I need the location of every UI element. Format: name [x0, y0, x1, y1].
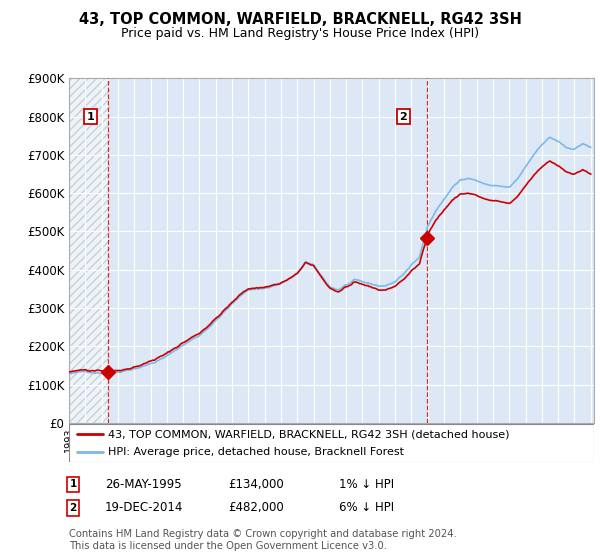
Text: £482,000: £482,000 — [228, 501, 284, 515]
FancyBboxPatch shape — [69, 424, 594, 462]
Text: Price paid vs. HM Land Registry's House Price Index (HPI): Price paid vs. HM Land Registry's House … — [121, 27, 479, 40]
Text: 19-DEC-2014: 19-DEC-2014 — [105, 501, 184, 515]
Text: £134,000: £134,000 — [228, 478, 284, 491]
Text: 43, TOP COMMON, WARFIELD, BRACKNELL, RG42 3SH: 43, TOP COMMON, WARFIELD, BRACKNELL, RG4… — [79, 12, 521, 27]
Text: 1: 1 — [86, 111, 94, 122]
Text: Contains HM Land Registry data © Crown copyright and database right 2024.
This d: Contains HM Land Registry data © Crown c… — [69, 529, 457, 551]
Bar — [69, 78, 110, 423]
Text: 6% ↓ HPI: 6% ↓ HPI — [339, 501, 394, 515]
Text: 2: 2 — [400, 111, 407, 122]
Text: HPI: Average price, detached house, Bracknell Forest: HPI: Average price, detached house, Brac… — [109, 447, 404, 457]
Text: 1% ↓ HPI: 1% ↓ HPI — [339, 478, 394, 491]
Text: 2: 2 — [70, 503, 77, 513]
Text: 1: 1 — [70, 479, 77, 489]
Text: 43, TOP COMMON, WARFIELD, BRACKNELL, RG42 3SH (detached house): 43, TOP COMMON, WARFIELD, BRACKNELL, RG4… — [109, 429, 510, 439]
Text: 26-MAY-1995: 26-MAY-1995 — [105, 478, 182, 491]
